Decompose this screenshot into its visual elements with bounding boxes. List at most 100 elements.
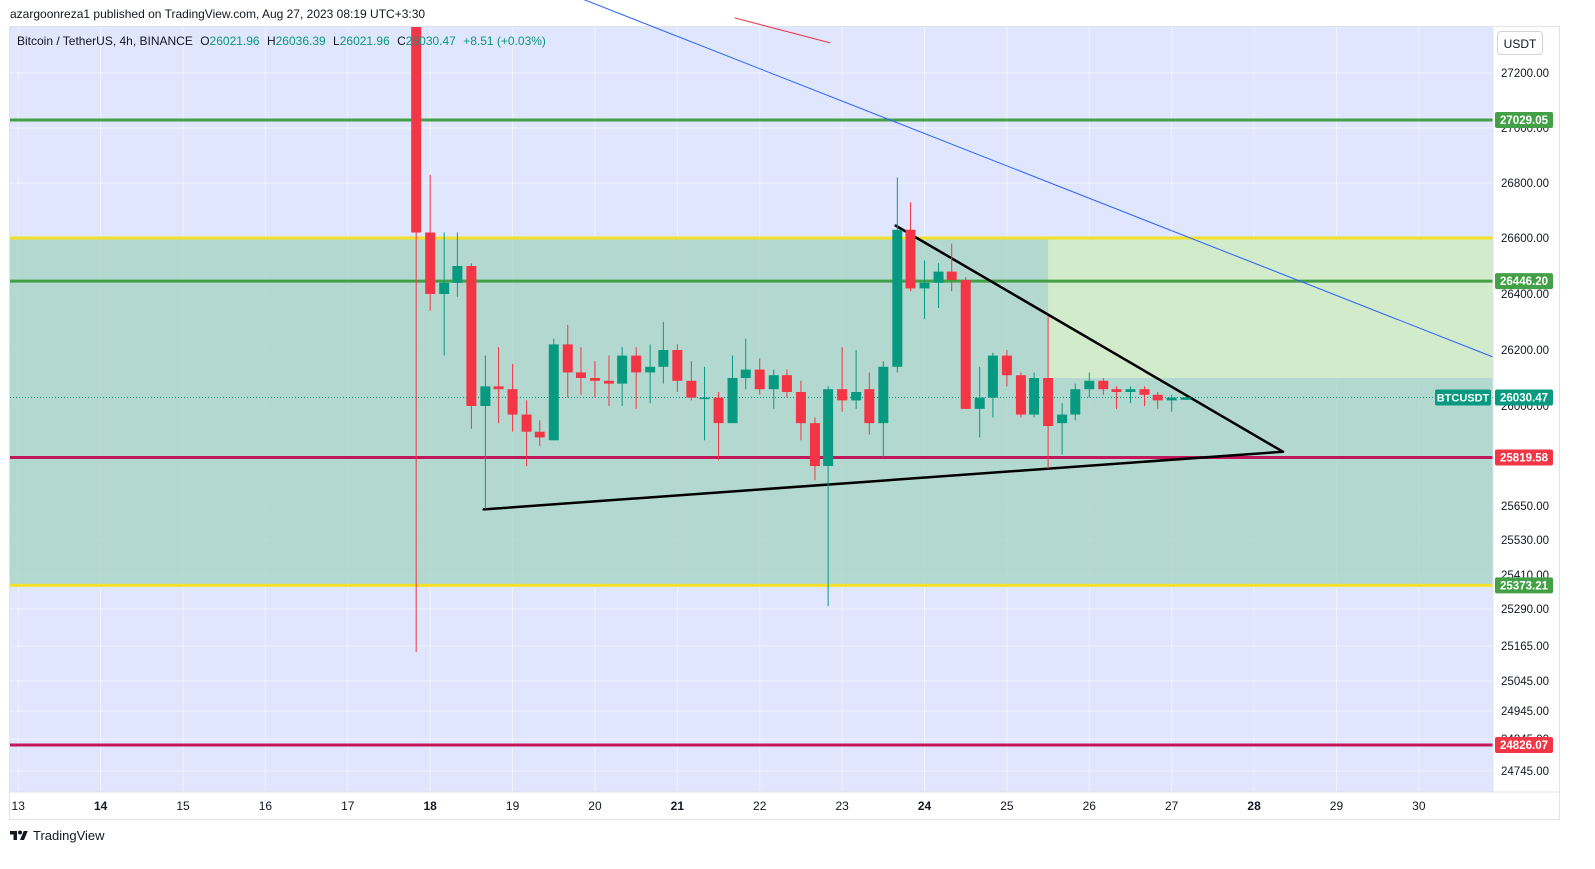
tradingview-logo-icon	[10, 830, 28, 840]
y-tick-label: 24745.00	[1501, 766, 1549, 778]
candle-body-51	[1111, 389, 1122, 392]
legend-high-key: H	[266, 34, 276, 48]
candle-body-40	[960, 280, 971, 409]
candle-body-12	[575, 372, 586, 378]
level-badge	[1495, 273, 1553, 290]
candle-body-38	[933, 271, 944, 283]
candle-body-3	[452, 266, 463, 283]
candle-body-18	[658, 350, 669, 367]
candle-body-55	[1166, 397, 1177, 401]
candle-body-45	[1029, 378, 1040, 415]
x-tick-label: 21	[671, 799, 685, 813]
candle-body-16	[631, 355, 642, 373]
y-tick-label: 26800.00	[1501, 178, 1549, 190]
x-tick-label: 14	[94, 799, 108, 813]
legend-open-key: O	[200, 34, 210, 48]
y-tick-label: 26400.00	[1501, 289, 1549, 301]
candle-body-46	[1043, 378, 1054, 426]
y-tick-label: 26600.00	[1501, 233, 1549, 245]
y-tick-label: 25165.00	[1501, 641, 1549, 653]
candle-body-54	[1152, 394, 1163, 401]
level-badge-label: 25819.58	[1500, 453, 1549, 465]
candle-body-44	[1015, 375, 1026, 415]
x-tick-label: 19	[506, 799, 520, 813]
candle-body-1	[425, 232, 436, 294]
legend-high: 26036.39	[275, 34, 326, 48]
level-badge	[1495, 577, 1553, 594]
x-tick-label: 28	[1247, 799, 1261, 813]
candle-body-35	[892, 229, 903, 367]
candle-body-41	[974, 397, 985, 409]
candle-body-53	[1139, 389, 1150, 395]
candle-body-19	[672, 350, 683, 381]
y-tick-label: 25650.00	[1501, 501, 1549, 513]
x-tick-label: 25	[1000, 799, 1014, 813]
candle-body-5	[480, 386, 491, 406]
legend-open: 26021.96	[209, 34, 260, 48]
legend-close: 26030.47	[405, 34, 456, 48]
footer-brand-label: TradingView	[33, 828, 105, 843]
candle-body-4	[466, 266, 477, 406]
candle-body-42	[987, 355, 998, 398]
candle-body-39	[946, 271, 957, 280]
candle-body-11	[562, 344, 573, 373]
candle-body-23	[727, 378, 738, 424]
candle-body-15	[617, 355, 628, 384]
symbol-tag	[1435, 389, 1491, 406]
x-tick-label: 18	[424, 799, 438, 813]
level-badge	[1495, 449, 1553, 466]
candle-body-24	[740, 369, 751, 378]
x-tick-label: 23	[835, 799, 849, 813]
candle-body-26	[768, 375, 779, 390]
chart-frame	[9, 26, 1560, 820]
candle-body-34	[878, 366, 889, 424]
y-tick-label: 25290.00	[1501, 604, 1549, 616]
candle-body-21	[699, 397, 710, 400]
trendline-descending-resistance[interactable]	[554, 0, 1494, 358]
candle-body-47	[1057, 414, 1068, 424]
candle-body-13	[589, 378, 600, 381]
x-tick-label: 27	[1165, 799, 1179, 813]
trendline-triangle-upper[interactable]	[894, 224, 1285, 453]
candle-body-17	[645, 366, 656, 373]
candle-body-31	[837, 389, 848, 401]
candle-body-9	[534, 431, 545, 438]
chart-legend: Bitcoin / TetherUS, 4h, BINANCE O26021.9…	[17, 34, 546, 48]
candle-body-48	[1070, 389, 1081, 415]
legend-symbol: Bitcoin / TetherUS, 4h, BINANCE	[17, 34, 193, 48]
trendline-red-top-line[interactable]	[734, 17, 831, 44]
legend-low: 26021.96	[339, 34, 390, 48]
x-tick-label: 17	[341, 799, 355, 813]
trendline-triangle-lower[interactable]	[482, 450, 1285, 511]
candle-body-50	[1098, 380, 1109, 390]
x-tick-label: 13	[12, 799, 26, 813]
candle-body-20	[686, 380, 697, 398]
level-badge-label: 24826.07	[1500, 740, 1548, 752]
current-price-badge	[1495, 389, 1553, 406]
candle-body-49	[1084, 380, 1095, 390]
currency-button[interactable]: USDT	[1497, 31, 1543, 55]
x-tick-label: 29	[1330, 799, 1344, 813]
level-badge	[1495, 737, 1553, 754]
candle-body-30	[823, 389, 834, 466]
candle-body-27	[781, 375, 792, 392]
candle-body-10	[548, 344, 559, 441]
level-badge	[1495, 112, 1553, 129]
level-badge-label: 26446.20	[1500, 276, 1548, 288]
x-tick-label: 16	[259, 799, 273, 813]
candle-body-2	[439, 282, 450, 294]
footer-brand[interactable]: TradingView	[10, 828, 105, 843]
level-badge-label: 27029.05	[1500, 115, 1549, 127]
candle-body-56	[1180, 397, 1191, 400]
x-tick-label: 30	[1412, 799, 1426, 813]
candle-body-32	[851, 392, 862, 401]
candle-body-37	[919, 282, 930, 289]
x-tick-label: 20	[588, 799, 602, 813]
candle-body-36	[905, 229, 916, 289]
x-tick-label: 22	[753, 799, 767, 813]
y-tick-label: 25530.00	[1501, 535, 1549, 547]
candle-body-8	[521, 414, 532, 432]
x-tick-label: 26	[1083, 799, 1097, 813]
y-tick-label: 26200.00	[1501, 345, 1549, 357]
